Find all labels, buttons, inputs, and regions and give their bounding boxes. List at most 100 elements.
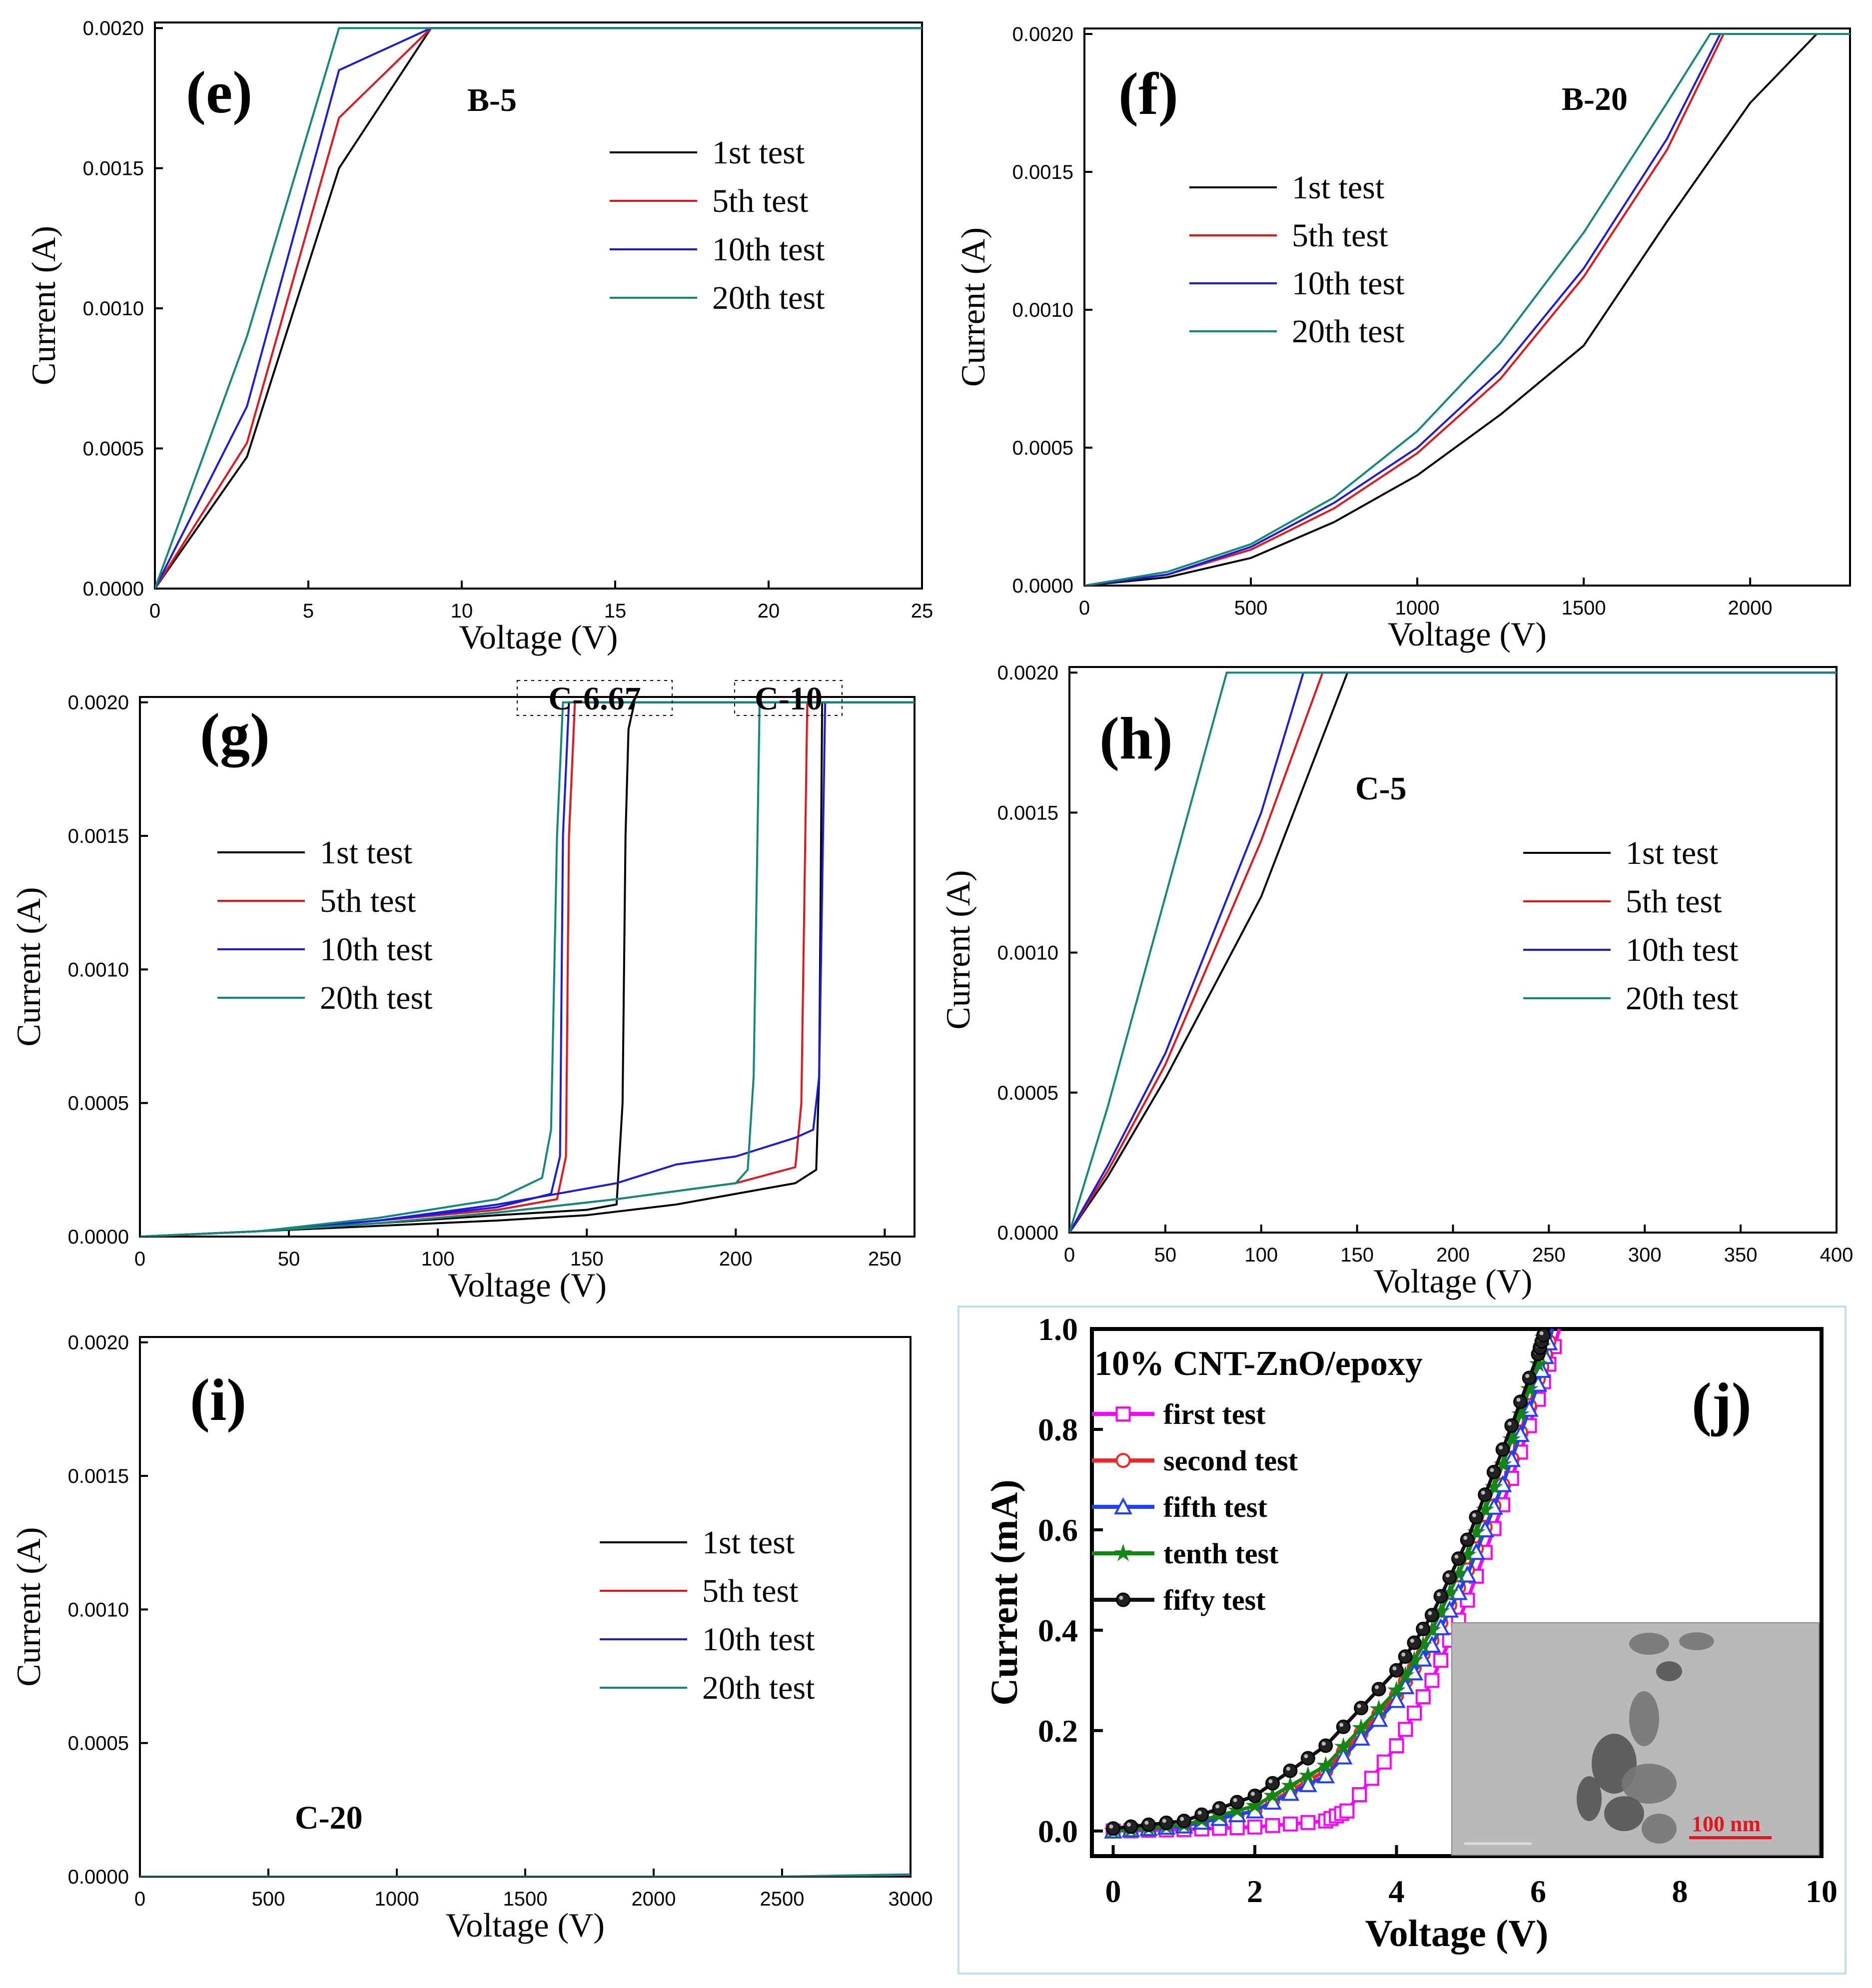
- x-tick-label: 10: [1806, 1874, 1838, 1909]
- marker-fifth-test: [1281, 1784, 1300, 1801]
- marker-second-test: [1115, 1453, 1131, 1468]
- marker-fifth-test: [1431, 1618, 1450, 1635]
- marker-first-test: [1282, 1816, 1298, 1832]
- marker-first-test: [1229, 1820, 1245, 1835]
- c-10-bracket: [734, 680, 843, 716]
- series-line-1st-test: [1084, 33, 1850, 586]
- panel-i: 0 500 1000 1500 2000 2500 3000 0.0000 0.0005 0.00…: [9, 1332, 933, 1944]
- marker-fifty-test-highlight: [1410, 1638, 1414, 1643]
- marker-fifty-test-highlight: [1463, 1536, 1468, 1540]
- y-tick-label: 0.0020: [68, 1332, 129, 1354]
- x-tick-label: 200: [719, 1248, 753, 1270]
- marker-fifth-test: [1298, 1775, 1317, 1792]
- marker-fifty-test-highlight: [1525, 1373, 1530, 1378]
- x-tick-label: 1000: [375, 1888, 419, 1910]
- legend-label-1st-test: 1st test: [1292, 169, 1384, 206]
- legend-label-20th-test: 20th test: [1292, 313, 1405, 350]
- marker-fifty-test: [1212, 1801, 1227, 1816]
- marker-first-test: [1339, 1803, 1355, 1819]
- x-axis-label: Voltage (V): [446, 1906, 605, 1944]
- legend-label-1st-test: 1st test: [1626, 835, 1718, 871]
- marker-fifty-test-highlight: [1472, 1513, 1476, 1517]
- marker-fifty-test-highlight: [1251, 1792, 1255, 1796]
- y-axis-label: Current (A): [9, 887, 47, 1046]
- tem-particle: [1622, 1764, 1677, 1804]
- marker-fifty-test: [1486, 1464, 1501, 1479]
- marker-first-test: [1406, 1705, 1422, 1721]
- marker-fifty-test: [1265, 1776, 1280, 1791]
- marker-fifth-test: [1458, 1565, 1477, 1583]
- marker-fifth-test: [1493, 1475, 1512, 1492]
- panel-label-j: (j): [1692, 1370, 1752, 1437]
- marker-fifty-test: [1123, 1819, 1138, 1834]
- legend-label-5th-test: 5th test: [320, 883, 416, 919]
- y-tick-label: 0.0010: [1012, 299, 1073, 321]
- series-line-20th-test: [140, 701, 915, 1237]
- sample-label: B-5: [467, 82, 517, 118]
- marker-first-test: [1247, 1819, 1263, 1835]
- x-tick-label: 500: [252, 1888, 285, 1910]
- x-tick-label: 20: [758, 600, 780, 622]
- series-line-1st-test: [140, 701, 915, 1237]
- x-tick-label: 0: [134, 1888, 145, 1910]
- y-tick-label: 0.0015: [68, 825, 129, 847]
- marker-fifty-test: [1433, 1589, 1448, 1604]
- series-group: [140, 1873, 911, 1877]
- series-line-5th-test: [1084, 33, 1850, 586]
- marker-fifty-test-highlight: [1215, 1804, 1220, 1809]
- marker-first-test: [1352, 1787, 1367, 1802]
- legend-label-first-test: first test: [1163, 1398, 1266, 1430]
- marker-tenth-test: [1369, 1699, 1388, 1717]
- legend-label-second-test: second test: [1163, 1444, 1298, 1477]
- y-axis-label: Current (A): [24, 226, 62, 385]
- marker-fifty-test-highlight: [1454, 1554, 1459, 1559]
- x-tick-label: 1000: [1395, 597, 1440, 619]
- marker-tenth-test: [1316, 1756, 1335, 1774]
- y-tick-label: 0.0020: [83, 17, 144, 39]
- panel-label: (e): [186, 59, 252, 125]
- y-tick-label: 0.0020: [997, 662, 1058, 684]
- marker-fifty-test: [1230, 1795, 1245, 1810]
- y-tick-label: 0.0015: [997, 802, 1058, 824]
- plot-frame: [154, 21, 923, 590]
- legend: 1st test 5th test 10th test 20th test: [610, 134, 825, 316]
- legend-label-20th-test: 20th test: [702, 1670, 815, 1706]
- series-group: [155, 27, 922, 589]
- y-tick-label: 0.4: [1038, 1613, 1078, 1648]
- marker-tenth-test: [1298, 1766, 1317, 1784]
- x-tick-label: 5: [303, 600, 314, 622]
- marker-tenth-test: [1228, 1801, 1247, 1819]
- legend-label-10th-test: 10th test: [320, 931, 433, 968]
- y-tick-label: 0.0015: [83, 158, 144, 180]
- marker-first-test: [1398, 1722, 1413, 1737]
- x-axis-label: Voltage (V): [1388, 615, 1547, 653]
- marker-fifty-test-highlight: [1419, 1625, 1423, 1629]
- marker-fifty-test-highlight: [1481, 1490, 1485, 1495]
- marker-first-test: [1376, 1754, 1392, 1770]
- legend-label-10th-test: 10th test: [702, 1621, 815, 1658]
- y-tick-label: 0.0015: [1012, 161, 1073, 183]
- legend-label-20th-test: 20th test: [1626, 980, 1739, 1017]
- marker-fifty-test-highlight: [1539, 1331, 1544, 1335]
- marker-fifty-test-highlight: [1428, 1611, 1432, 1615]
- marker-fifty-test: [1283, 1763, 1298, 1778]
- marker-fifth-test: [1352, 1728, 1370, 1746]
- marker-fifty-test: [1398, 1649, 1413, 1664]
- marker-tenth-test: [1263, 1786, 1282, 1804]
- marker-fifty-test: [1451, 1551, 1466, 1566]
- plot-frame: [139, 696, 916, 1238]
- marker-fifth-test: [1387, 1691, 1406, 1708]
- x-tick-label: 8: [1672, 1874, 1688, 1909]
- legend: 1st test 5th test 10th test 20th test: [600, 1524, 815, 1706]
- x-tick-label: 500: [1234, 597, 1268, 619]
- y-axis-label: Current (A): [9, 1527, 47, 1686]
- marker-fifty-test-highlight: [1375, 1685, 1379, 1689]
- x-tick-label: 100: [421, 1248, 455, 1270]
- marker-fifth-test: [1476, 1520, 1495, 1537]
- y-tick-label: 0.8: [1038, 1412, 1078, 1447]
- marker-fifty-test: [1389, 1663, 1404, 1678]
- x-tick-label: 15: [604, 600, 627, 622]
- marker-fifty-test: [1478, 1487, 1493, 1502]
- marker-fifty-test: [1159, 1815, 1174, 1830]
